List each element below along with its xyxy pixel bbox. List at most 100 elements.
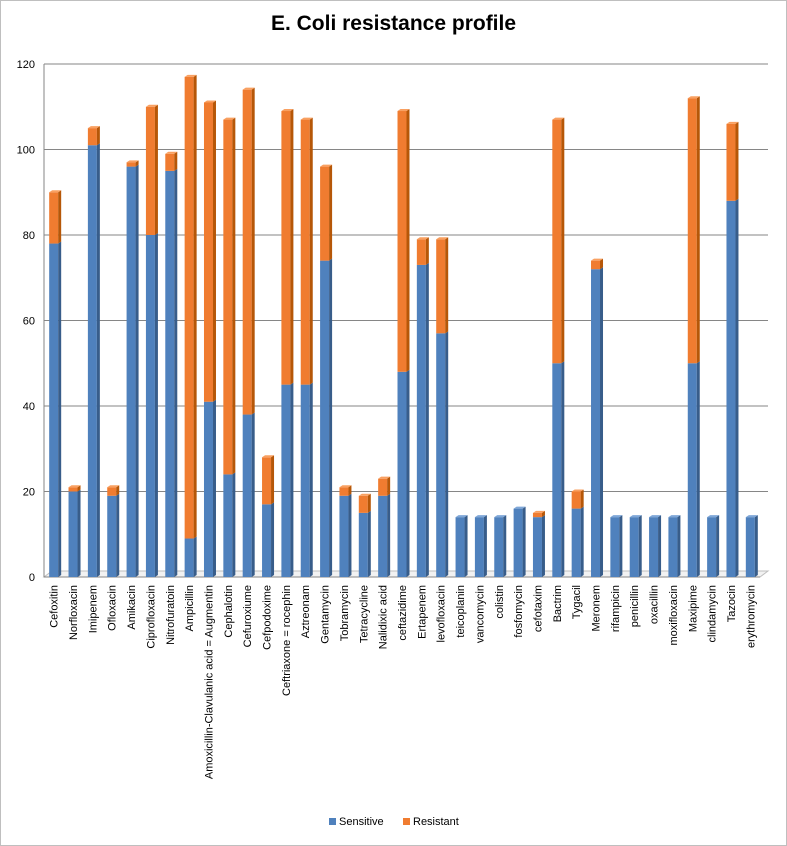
bar-sensitive-side (309, 382, 313, 577)
bar-sensitive-side (58, 241, 62, 578)
bar-sensitive (145, 235, 155, 577)
bar-resistant (687, 98, 697, 364)
bar-top-cap (707, 515, 720, 518)
bar-resistant-side (212, 100, 216, 402)
bar-top-cap (552, 117, 565, 120)
bar-sensitive (436, 333, 446, 577)
legend-swatch-resistant (403, 818, 410, 825)
bar-sensitive (126, 166, 136, 577)
bar-top-cap (629, 515, 642, 518)
bar-sensitive (165, 170, 175, 577)
bar-resistant (532, 512, 542, 518)
x-category-label: Tazocin (726, 585, 738, 622)
bar-sensitive-side (580, 506, 584, 577)
y-tick-label: 40 (23, 401, 35, 413)
x-category-label: Norfloxacin (68, 585, 80, 640)
bar-sensitive-side (483, 515, 487, 577)
x-category-label: fosfomycin (513, 585, 525, 638)
bar-sensitive-side (658, 515, 662, 577)
x-category-label: Maxipime (687, 585, 699, 632)
bar-sensitive (455, 517, 465, 577)
legend-label-resistant: Resistant (413, 816, 459, 828)
x-category-label: Ceftriaxone = rocephin (281, 585, 293, 696)
x-category-label: Ampicillin (184, 585, 196, 631)
bar-sensitive (726, 200, 736, 578)
bar-resistant (281, 111, 291, 385)
bar-resistant (726, 123, 736, 201)
x-category-label: oxacillin (649, 585, 661, 624)
x-category-label: moxifloxacin (668, 585, 680, 646)
bar-top-cap (474, 515, 487, 518)
bar-sensitive-side (445, 331, 449, 577)
bar-sensitive (416, 264, 426, 577)
bar-sensitive-side (232, 472, 236, 577)
bar-top-cap (571, 489, 584, 492)
x-category-label: Amoxicillin-Clavulanic acid = Augmentin (203, 585, 215, 779)
bar-resistant-side (77, 485, 81, 492)
bar-sensitive (494, 517, 504, 577)
x-category-label: Tygacil (571, 585, 583, 619)
bar-resistant-side (735, 121, 739, 201)
bar-sensitive-side (116, 493, 120, 577)
x-category-label: teicoplanin (455, 585, 467, 638)
bar-sensitive-side (271, 502, 275, 577)
bar-sensitive-side (522, 506, 526, 577)
x-category-label: Cefpodoxime (262, 585, 274, 650)
x-category-label: Imipenem (87, 585, 99, 633)
bar-resistant (165, 153, 175, 171)
bar-sensitive (591, 269, 601, 577)
bar-resistant (145, 106, 155, 235)
bar-resistant-side (174, 151, 178, 171)
bar-resistant (571, 491, 581, 509)
y-tick-label: 60 (23, 316, 35, 328)
bar-top-cap (184, 74, 197, 77)
bar-sensitive-side (754, 515, 758, 577)
bar-resistant-side (541, 510, 545, 518)
bar-sensitive (513, 508, 523, 577)
x-category-label: clindamycin (707, 585, 719, 642)
x-category-label: Gentamycin (320, 585, 332, 644)
bar-sensitive-side (696, 361, 700, 577)
bar-resistant (300, 119, 310, 385)
bar-sensitive (629, 517, 639, 577)
bar-top-cap (87, 126, 100, 129)
bar-top-cap (242, 87, 255, 90)
bar-top-cap (513, 506, 526, 509)
bar-top-cap (107, 485, 120, 488)
bar-sensitive-side (387, 493, 391, 577)
bar-resistant-side (425, 237, 429, 265)
bar-sensitive-side (367, 510, 371, 577)
bar-top-cap (378, 476, 391, 479)
x-category-label: Bactrim (552, 585, 564, 622)
bar-sensitive (320, 260, 330, 577)
bar-sensitive (184, 538, 194, 577)
bar-sensitive (707, 517, 717, 577)
bar-resistant-side (135, 160, 139, 167)
legend-label-sensitive: Sensitive (339, 816, 384, 828)
bar-top-cap (494, 515, 507, 518)
y-tick-label: 80 (23, 230, 35, 242)
bar-sensitive-side (212, 399, 216, 577)
bar-sensitive-side (174, 168, 178, 577)
bar-sensitive (397, 371, 407, 577)
bar-top-cap (339, 485, 352, 488)
bar-sensitive-side (96, 143, 100, 577)
bar-resistant-side (232, 117, 236, 475)
bar-top-cap (223, 117, 236, 120)
bar-top-cap (668, 515, 681, 518)
bar-sensitive-side (406, 369, 410, 577)
bar-sensitive (474, 517, 484, 577)
bar-sensitive (300, 384, 310, 577)
bar-sensitive-side (541, 515, 545, 577)
bar-sensitive (532, 517, 542, 577)
x-category-label: ceftazidime (397, 585, 409, 641)
bar-top-cap (126, 160, 139, 163)
bar-sensitive-side (735, 198, 739, 578)
bar-sensitive (649, 517, 659, 577)
bar-resistant (378, 478, 388, 496)
bar-resistant (339, 487, 349, 496)
bar-top-cap (591, 258, 604, 261)
bar-sensitive-side (464, 515, 468, 577)
x-category-label: Cefuroxiume (242, 585, 254, 647)
